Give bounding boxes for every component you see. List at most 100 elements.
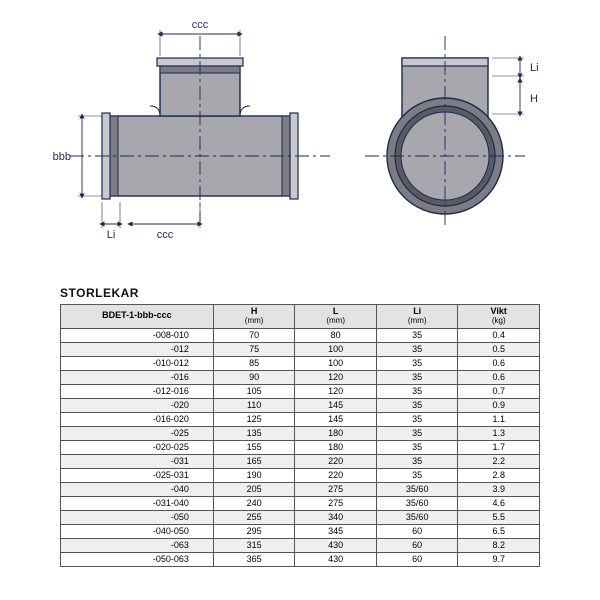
cell-value: 120	[295, 370, 377, 384]
cell-value: 2.8	[458, 468, 540, 482]
table-row: -031-04024027535/604.6	[61, 496, 540, 510]
cell-code: -050	[61, 510, 214, 524]
cell-value: 100	[295, 356, 377, 370]
cell-value: 155	[213, 440, 295, 454]
cell-value: 275	[295, 482, 377, 496]
cell-value: 345	[295, 524, 377, 538]
page: bbb Li ccc ccc	[0, 0, 600, 600]
cell-value: 35	[376, 412, 458, 426]
cell-value: 70	[213, 328, 295, 342]
cell-value: 35	[376, 440, 458, 454]
table-row: -008-0107080350.4	[61, 328, 540, 342]
cell-value: 0.4	[458, 328, 540, 342]
cell-code: -031	[61, 454, 214, 468]
cell-value: 275	[295, 496, 377, 510]
cell-value: 90	[213, 370, 295, 384]
tee-fitting-diagram: bbb Li ccc ccc	[50, 6, 550, 256]
cell-code: -020-025	[61, 440, 214, 454]
table-row: -01690120350.6	[61, 370, 540, 384]
dim-bbb-label: bbb	[53, 151, 71, 163]
col-header-vikt: Vikt(kg)	[458, 305, 540, 329]
col-header-code: BDET-1-bbb-ccc	[61, 305, 214, 329]
cell-value: 75	[213, 342, 295, 356]
cell-value: 315	[213, 538, 295, 552]
cell-value: 1.3	[458, 426, 540, 440]
cell-value: 120	[295, 384, 377, 398]
cell-value: 35	[376, 342, 458, 356]
table-body: -008-0107080350.4-01275100350.5-010-0128…	[61, 328, 540, 566]
cell-value: 255	[213, 510, 295, 524]
table-row: -020-025155180351.7	[61, 440, 540, 454]
cell-value: 190	[213, 468, 295, 482]
cell-code: -020	[61, 398, 214, 412]
table-row: -063315430608.2	[61, 538, 540, 552]
dim-ccc-top-label: ccc	[192, 19, 209, 31]
cell-value: 205	[213, 482, 295, 496]
table-row: -025-031190220352.8	[61, 468, 540, 482]
table-row: -01275100350.5	[61, 342, 540, 356]
cell-code: -025	[61, 426, 214, 440]
cell-value: 85	[213, 356, 295, 370]
cell-value: 60	[376, 552, 458, 566]
cell-value: 60	[376, 538, 458, 552]
table-row: -016-020125145351.1	[61, 412, 540, 426]
cell-value: 6.5	[458, 524, 540, 538]
cell-value: 240	[213, 496, 295, 510]
cell-value: 110	[213, 398, 295, 412]
cell-value: 1.1	[458, 412, 540, 426]
cell-value: 180	[295, 426, 377, 440]
cell-value: 4.6	[458, 496, 540, 510]
cell-code: -008-010	[61, 328, 214, 342]
cell-value: 35	[376, 398, 458, 412]
cell-value: 145	[295, 412, 377, 426]
cell-value: 100	[295, 342, 377, 356]
cell-value: 105	[213, 384, 295, 398]
table-row: -04020527535/603.9	[61, 482, 540, 496]
cell-code: -050-063	[61, 552, 214, 566]
cell-value: 35	[376, 370, 458, 384]
cell-value: 365	[213, 552, 295, 566]
cell-value: 295	[213, 524, 295, 538]
cell-value: 3.9	[458, 482, 540, 496]
cell-code: -016-020	[61, 412, 214, 426]
table-row: -050-063365430609.7	[61, 552, 540, 566]
cell-value: 0.5	[458, 342, 540, 356]
cell-value: 125	[213, 412, 295, 426]
table-row: -012-016105120350.7	[61, 384, 540, 398]
dim-ccc-bottom-label: ccc	[157, 229, 174, 241]
table-row: -05025534035/605.5	[61, 510, 540, 524]
diagram-svg: bbb Li ccc ccc	[50, 6, 550, 256]
dim-li-left-label: Li	[107, 229, 116, 241]
cell-code: -025-031	[61, 468, 214, 482]
table-row: -040-050295345606.5	[61, 524, 540, 538]
cell-value: 8.2	[458, 538, 540, 552]
cell-value: 35/60	[376, 496, 458, 510]
cell-code: -012-016	[61, 384, 214, 398]
cell-value: 220	[295, 454, 377, 468]
sizes-table: BDET-1-bbb-ccc H(mm) L(mm) Li(mm) Vikt(k…	[60, 304, 540, 567]
cell-value: 0.7	[458, 384, 540, 398]
col-header-l: L(mm)	[295, 305, 377, 329]
cell-value: 340	[295, 510, 377, 524]
cell-code: -010-012	[61, 356, 214, 370]
left-view: bbb Li ccc ccc	[53, 19, 330, 241]
cell-value: 35	[376, 328, 458, 342]
right-view: Li H	[365, 36, 539, 226]
cell-value: 0.9	[458, 398, 540, 412]
cell-code: -016	[61, 370, 214, 384]
table-row: -031165220352.2	[61, 454, 540, 468]
col-header-h: H(mm)	[213, 305, 295, 329]
cell-value: 35	[376, 356, 458, 370]
cell-code: -012	[61, 342, 214, 356]
cell-code: -031-040	[61, 496, 214, 510]
section-title: STORLEKAR	[60, 286, 139, 300]
cell-value: 9.7	[458, 552, 540, 566]
cell-value: 1.7	[458, 440, 540, 454]
cell-value: 35	[376, 384, 458, 398]
cell-value: 35	[376, 454, 458, 468]
cell-value: 165	[213, 454, 295, 468]
cell-value: 430	[295, 538, 377, 552]
table-row: -020110145350.9	[61, 398, 540, 412]
cell-value: 135	[213, 426, 295, 440]
cell-value: 0.6	[458, 356, 540, 370]
